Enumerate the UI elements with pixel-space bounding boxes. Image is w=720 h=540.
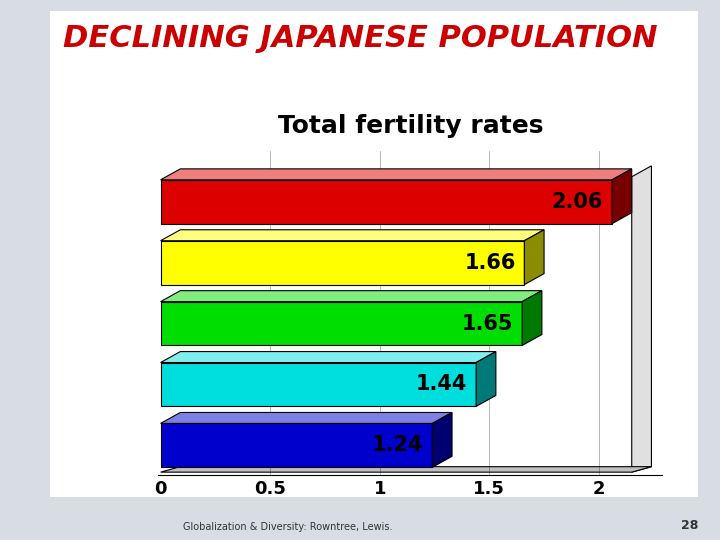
- Bar: [47, 451, 108, 463]
- Polygon shape: [161, 467, 652, 472]
- Bar: [47, 208, 108, 211]
- Bar: [67, 245, 88, 280]
- Polygon shape: [476, 352, 496, 407]
- Bar: [47, 192, 108, 195]
- Polygon shape: [612, 169, 631, 224]
- Circle shape: [40, 374, 115, 395]
- Text: 1.65: 1.65: [462, 314, 513, 334]
- Bar: [47, 306, 108, 341]
- Bar: [88, 245, 108, 280]
- Text: DECLINING JAPANESE POPULATION: DECLINING JAPANESE POPULATION: [63, 24, 657, 53]
- Text: Total fertility rates: Total fertility rates: [278, 114, 543, 138]
- Polygon shape: [522, 291, 542, 346]
- Bar: [47, 203, 108, 206]
- Polygon shape: [161, 352, 496, 362]
- Polygon shape: [161, 230, 544, 241]
- Text: 28: 28: [681, 519, 698, 532]
- Bar: [161, 302, 522, 346]
- Bar: [47, 367, 108, 402]
- Bar: [47, 214, 108, 217]
- Bar: [47, 184, 71, 203]
- Text: 1.24: 1.24: [372, 435, 423, 455]
- Bar: [47, 428, 108, 463]
- Polygon shape: [161, 413, 452, 423]
- Text: Globalization & Diversity: Rowntree, Lewis.: Globalization & Diversity: Rowntree, Lew…: [184, 522, 392, 532]
- Bar: [47, 211, 108, 214]
- Polygon shape: [432, 413, 452, 467]
- Bar: [47, 206, 108, 208]
- Bar: [47, 184, 108, 219]
- Polygon shape: [631, 166, 652, 472]
- Bar: [47, 200, 108, 203]
- Polygon shape: [524, 230, 544, 285]
- Bar: [47, 184, 108, 187]
- Text: 2.06: 2.06: [552, 192, 603, 212]
- Bar: [161, 423, 432, 467]
- Text: 1.44: 1.44: [416, 374, 467, 394]
- Bar: [161, 180, 612, 224]
- Bar: [47, 195, 108, 198]
- Bar: [47, 245, 108, 280]
- Text: 1.66: 1.66: [464, 253, 516, 273]
- Polygon shape: [161, 169, 631, 180]
- Bar: [47, 217, 108, 219]
- Polygon shape: [161, 291, 542, 302]
- Bar: [47, 428, 108, 440]
- Bar: [47, 187, 108, 190]
- Bar: [161, 362, 476, 407]
- Bar: [47, 245, 67, 280]
- Bar: [161, 241, 524, 285]
- Bar: [47, 440, 108, 451]
- Bar: [47, 198, 108, 200]
- Bar: [47, 190, 108, 192]
